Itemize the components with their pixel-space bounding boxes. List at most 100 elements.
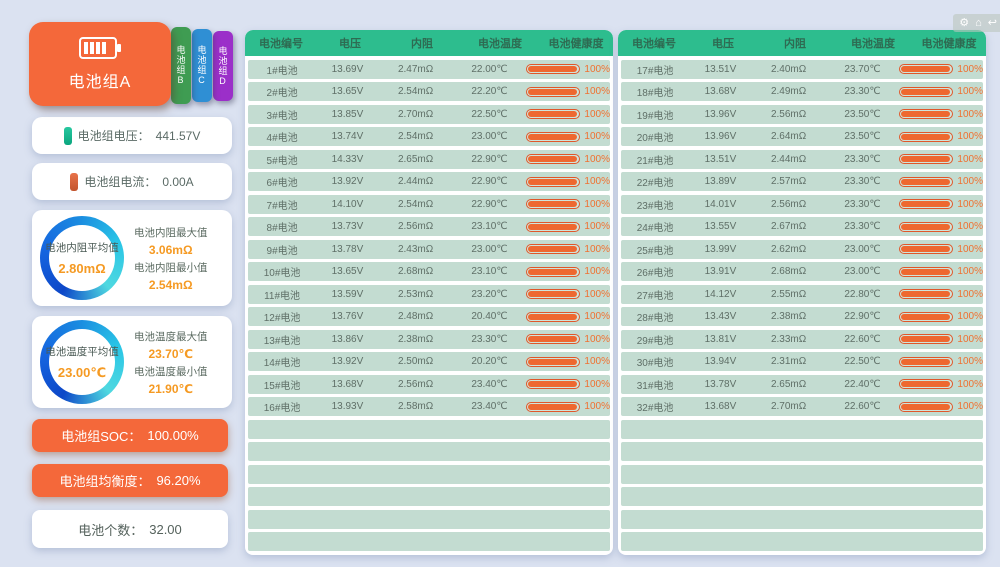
table-row: 5#电池 14.33V 2.65mΩ 22.90℃ 100% bbox=[248, 149, 610, 169]
health-bar bbox=[899, 289, 954, 299]
tab-battery-group-c[interactable]: 电池组C bbox=[192, 29, 212, 102]
table-row: 26#电池 13.91V 2.68mΩ 23.00℃ 100% bbox=[621, 262, 983, 281]
battery-id-cell: 10#电池 bbox=[263, 268, 301, 279]
voltage-cell: 13.85V bbox=[331, 108, 364, 120]
resistance-cell: 2.44mΩ bbox=[397, 176, 434, 187]
table-row: 8#电池 13.73V 2.56mΩ 23.10℃ 100% bbox=[248, 217, 610, 236]
empty-row bbox=[248, 532, 610, 551]
header-voltage: 电压 bbox=[712, 38, 734, 50]
voltage-cell: 14.33V bbox=[331, 153, 364, 165]
voltage-cell: 14.01V bbox=[704, 198, 737, 210]
voltage-cell: 13.81V bbox=[704, 333, 737, 345]
health-bar bbox=[899, 334, 954, 344]
empty-row bbox=[621, 442, 983, 461]
tab-battery-group-a-active[interactable]: 电池组A bbox=[29, 22, 171, 106]
table-row: 32#电池 13.68V 2.70mΩ 22.60℃ 100% bbox=[621, 397, 983, 416]
table-row: 16#电池 13.93V 2.58mΩ 23.40℃ 100% bbox=[248, 397, 610, 416]
health-percent: 100% bbox=[584, 63, 610, 75]
table-row: 21#电池 13.51V 2.44mΩ 23.30℃ 100% bbox=[621, 149, 983, 169]
health-percent: 100% bbox=[957, 108, 983, 120]
battery-table-17-32: 电池编号 电压 内阻 电池温度 电池健康度 17#电池 13.51V 2.40mΩ 2… bbox=[618, 30, 986, 555]
temperature-cell: 23.30℃ bbox=[844, 198, 881, 210]
health-bar bbox=[526, 379, 581, 389]
temperature-ring-gauge: 电池温度平均值 23.00℃ bbox=[40, 320, 124, 404]
empty-row bbox=[621, 509, 983, 529]
header-health: 电池健康度 bbox=[548, 38, 604, 50]
table-body: 1#电池 13.69V 2.47mΩ 22.00℃ 100% 2#电池 13.65V 2.54… bbox=[245, 59, 613, 551]
battery-id-cell: 1#电池 bbox=[266, 65, 298, 77]
temperature-avg-label: 电池温度平均值 bbox=[45, 345, 119, 358]
back-icon[interactable]: ↩ bbox=[987, 16, 997, 29]
health-percent: 100% bbox=[957, 198, 983, 210]
health-percent: 100% bbox=[584, 401, 610, 412]
table-row: 17#电池 13.51V 2.40mΩ 23.70℃ 100% bbox=[621, 59, 983, 79]
empty-row bbox=[621, 464, 983, 484]
health-cell: 100% bbox=[526, 379, 610, 390]
resistance-cell: 2.54mΩ bbox=[397, 198, 434, 210]
voltage-cell: 14.12V bbox=[704, 288, 737, 300]
voltage-cell: 13.65V bbox=[331, 86, 364, 97]
table-row: 7#电池 14.10V 2.54mΩ 22.90℃ 100% bbox=[248, 194, 610, 214]
temperature-cell: 23.30℃ bbox=[844, 221, 881, 232]
tab-battery-group-d[interactable]: 电池组D bbox=[213, 31, 233, 101]
health-cell: 100% bbox=[526, 289, 610, 300]
health-bar bbox=[899, 154, 954, 164]
table-header: 电池编号 电压 内阻 电池温度 电池健康度 bbox=[245, 30, 613, 56]
health-percent: 100% bbox=[957, 153, 983, 165]
health-cell: 100% bbox=[899, 109, 983, 120]
voltage-cell: 13.93V bbox=[331, 401, 364, 412]
temperature-cell: 23.40℃ bbox=[471, 401, 508, 412]
voltage-cell: 13.73V bbox=[331, 221, 364, 232]
resistance-min-label: 电池内阻最小值 bbox=[134, 261, 208, 274]
table-row: 28#电池 13.43V 2.38mΩ 22.90℃ 100% bbox=[621, 307, 983, 326]
table-row: 22#电池 13.89V 2.57mΩ 23.30℃ 100% bbox=[621, 172, 983, 191]
health-bar bbox=[899, 176, 954, 187]
battery-id-cell: 15#电池 bbox=[263, 380, 301, 392]
health-bar bbox=[526, 154, 581, 164]
health-percent: 100% bbox=[584, 356, 610, 367]
battery-id-cell: 9#电池 bbox=[266, 245, 298, 257]
temperature-cell: 22.40℃ bbox=[844, 378, 881, 390]
soc-card: 电池组SOC： 100.00% bbox=[32, 419, 228, 452]
resistance-min-value: 2.54mΩ bbox=[148, 277, 193, 292]
health-bar bbox=[899, 86, 954, 97]
voltage-cell: 13.89V bbox=[704, 176, 737, 187]
health-cell: 100% bbox=[899, 154, 983, 165]
battery-id-cell: 20#电池 bbox=[636, 133, 674, 144]
temperature-cell: 22.80℃ bbox=[844, 288, 881, 300]
health-bar bbox=[899, 64, 954, 74]
health-percent: 100% bbox=[957, 131, 983, 142]
resistance-cell: 2.54mΩ bbox=[397, 131, 434, 142]
home-icon[interactable]: ⌂ bbox=[975, 16, 982, 29]
battery-id-cell: 25#电池 bbox=[636, 245, 674, 257]
health-cell: 100% bbox=[526, 266, 610, 277]
voltage-cell: 13.65V bbox=[331, 266, 364, 277]
battery-count-card: 电池个数： 32.00 bbox=[32, 510, 228, 548]
table-header: 电池编号 电压 内阻 电池温度 电池健康度 bbox=[618, 30, 986, 56]
empty-row bbox=[248, 509, 610, 529]
empty-row bbox=[248, 442, 610, 461]
voltage-cell: 13.68V bbox=[704, 86, 737, 97]
voltage-cell: 13.55V bbox=[704, 221, 737, 232]
voltage-cell: 13.96V bbox=[704, 108, 737, 120]
resistance-cell: 2.47mΩ bbox=[397, 63, 434, 75]
current-battery-icon bbox=[70, 172, 79, 191]
table-row: 11#电池 13.59V 2.53mΩ 23.20℃ 100% bbox=[248, 284, 610, 304]
header-health: 电池健康度 bbox=[921, 38, 977, 50]
pack-current-label: 电池组电流： bbox=[84, 175, 157, 189]
health-bar bbox=[526, 64, 581, 74]
settings-icon[interactable]: ⚙ bbox=[959, 16, 970, 29]
pack-current-card: 电池组电流： 0.00A bbox=[32, 163, 232, 200]
health-cell: 100% bbox=[526, 356, 610, 367]
health-bar bbox=[526, 199, 581, 209]
pack-voltage-value: 441.57V bbox=[155, 128, 201, 143]
temperature-cell: 20.40℃ bbox=[471, 311, 508, 322]
tab-battery-group-b[interactable]: 电池组B bbox=[171, 27, 191, 104]
balance-label: 电池组均衡度： bbox=[59, 474, 151, 489]
resistance-cell: 2.33mΩ bbox=[770, 333, 807, 345]
temperature-max-label: 电池温度最大值 bbox=[134, 330, 208, 343]
health-cell: 100% bbox=[526, 64, 610, 75]
resistance-cell: 2.68mΩ bbox=[770, 266, 807, 277]
health-cell: 100% bbox=[899, 334, 983, 345]
health-percent: 100% bbox=[584, 153, 610, 165]
